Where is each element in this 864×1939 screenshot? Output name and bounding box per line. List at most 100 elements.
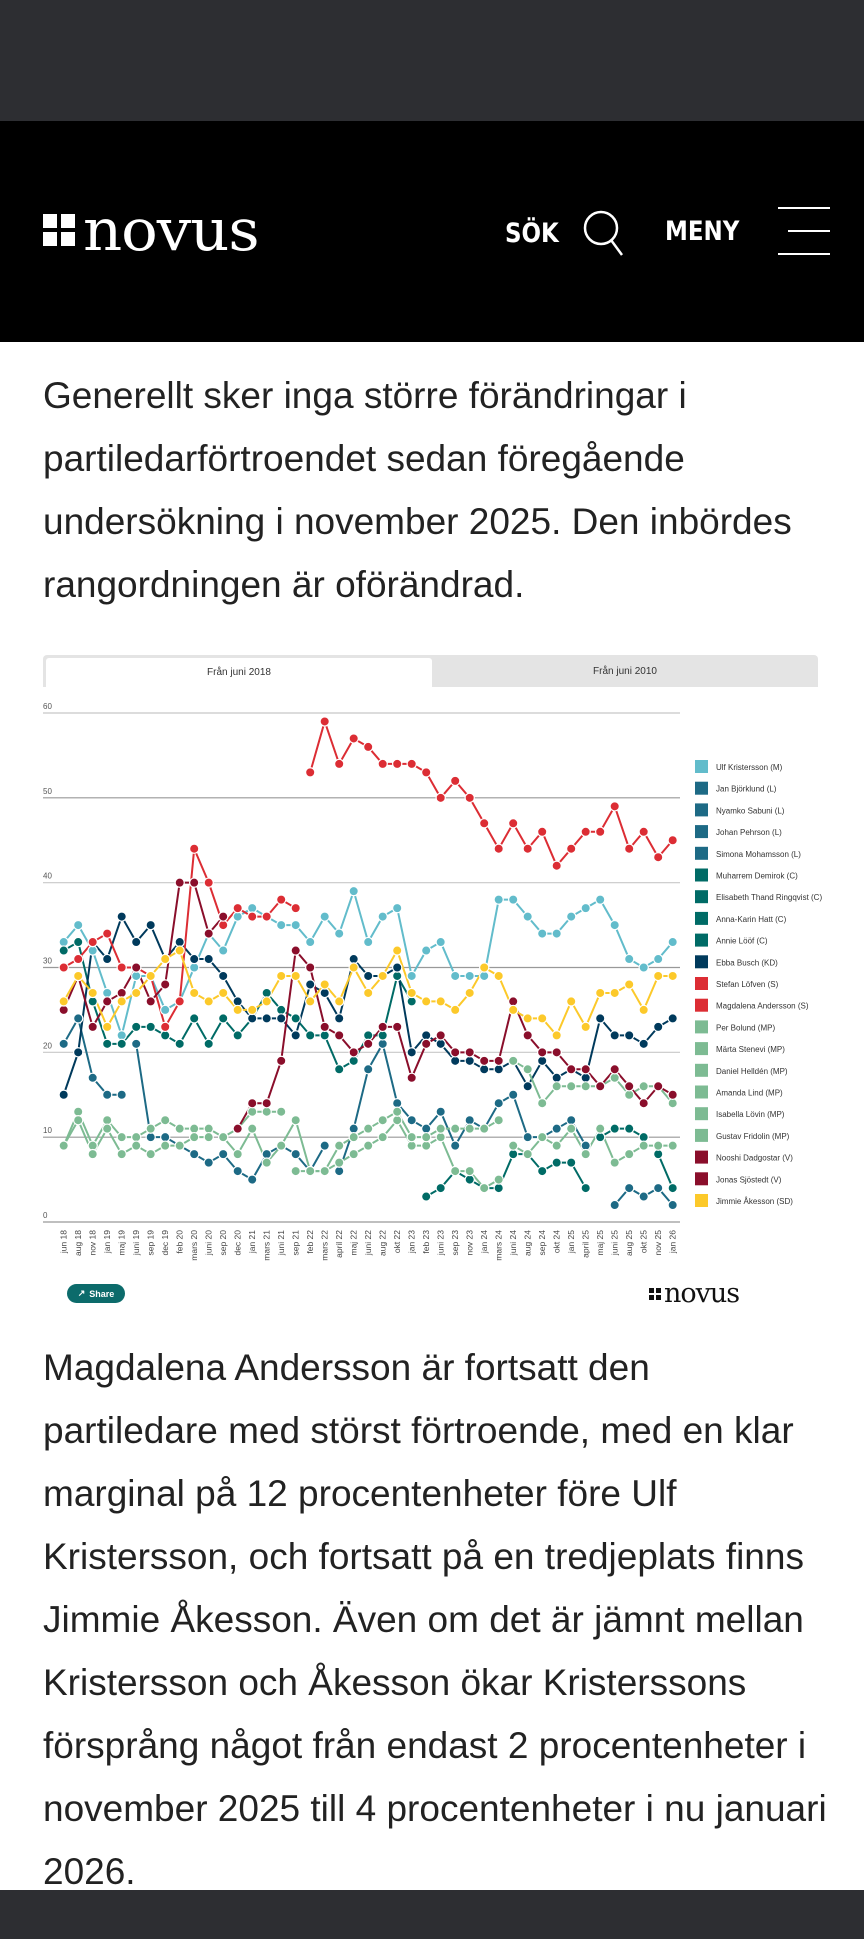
data-point [435, 1182, 446, 1194]
x-tick-label: nov 18 [88, 1230, 98, 1256]
data-point [653, 1182, 664, 1194]
data-point [246, 911, 258, 922]
x-tick-label: juni 19 [131, 1230, 141, 1256]
data-point [217, 970, 229, 982]
data-point [276, 1106, 287, 1117]
y-tick-label: 30 [43, 957, 52, 966]
data-point [188, 1131, 200, 1143]
data-point [116, 1030, 127, 1041]
data-point [609, 919, 620, 931]
x-tick-label: april 22 [334, 1230, 344, 1258]
share-icon: ↗ [77, 1288, 86, 1298]
data-point [188, 953, 200, 965]
legend-swatch [695, 890, 708, 904]
data-point [624, 953, 635, 965]
data-point [508, 1004, 519, 1016]
data-point [261, 987, 272, 999]
legend-swatch [695, 1085, 708, 1099]
data-point [334, 1165, 345, 1177]
data-point [72, 1114, 84, 1126]
legend-label: Anna-Karin Hatt (C) [716, 915, 787, 924]
data-point [580, 1021, 591, 1033]
tab-from-june-2018[interactable]: Från juni 2018 [46, 658, 432, 687]
data-point [72, 1013, 84, 1024]
x-tick-label: juni 21 [276, 1230, 286, 1256]
data-point [130, 987, 142, 999]
data-point [116, 987, 127, 999]
data-point [638, 1191, 649, 1202]
data-point [261, 1106, 272, 1117]
data-point [72, 1047, 84, 1058]
legend-label: Gustav Fridolin (MP) [716, 1132, 790, 1141]
data-point [174, 1140, 185, 1151]
data-point [580, 826, 591, 837]
data-point [145, 1123, 156, 1134]
data-point [305, 936, 316, 948]
data-point [392, 1021, 403, 1033]
search-button[interactable]: SÖK [505, 209, 626, 257]
data-point [624, 1148, 635, 1160]
novus-logo[interactable]: novus [43, 201, 260, 259]
data-point [435, 792, 446, 804]
data-point [464, 1165, 475, 1177]
data-point [363, 1140, 374, 1151]
x-tick-label: juni 24 [508, 1230, 518, 1256]
data-point [609, 1072, 620, 1083]
data-point [624, 1089, 635, 1100]
data-point [116, 996, 127, 1007]
x-tick-label: mars 24 [494, 1230, 504, 1261]
data-point [290, 1165, 301, 1177]
data-point [522, 1148, 533, 1160]
x-tick-label: jan 24 [479, 1230, 489, 1254]
data-point [246, 1004, 258, 1016]
data-point [232, 996, 243, 1007]
data-point [145, 970, 156, 982]
data-point [667, 1199, 678, 1211]
data-point [537, 1047, 548, 1058]
data-point [580, 1072, 591, 1083]
data-point [348, 1131, 359, 1143]
legend-label: Nyamko Sabuni (L) [716, 806, 785, 815]
data-point [595, 1013, 606, 1024]
data-point [580, 902, 591, 914]
data-point [101, 1114, 113, 1126]
data-point [101, 928, 113, 939]
data-point [609, 1123, 620, 1134]
data-point [101, 1021, 113, 1033]
data-point [406, 1047, 417, 1058]
data-point [435, 1123, 446, 1134]
data-point [348, 953, 359, 965]
y-tick-label: 20 [43, 1041, 52, 1050]
data-point [246, 1123, 258, 1134]
data-point [261, 996, 272, 1007]
data-point [319, 979, 330, 990]
x-tick-label: sep 23 [450, 1230, 460, 1256]
legend-label: Elisabeth Thand Ringqvist (C) [716, 893, 822, 902]
tab-from-june-2010[interactable]: Från juni 2010 [593, 665, 657, 677]
data-point [667, 970, 678, 982]
data-point [130, 962, 142, 973]
x-tick-label: okt 25 [639, 1230, 649, 1253]
data-point [174, 877, 185, 888]
share-button[interactable]: ↗ Share [67, 1284, 125, 1303]
data-point [174, 936, 185, 948]
data-point [580, 1081, 591, 1092]
data-point [159, 1140, 171, 1151]
menu-button[interactable]: MENY [665, 207, 831, 255]
data-point [363, 1064, 374, 1075]
data-point [363, 1030, 374, 1041]
legend-swatch [695, 998, 708, 1012]
data-point [435, 936, 446, 948]
legend-label: Muharrem Demirok (C) [716, 872, 798, 881]
data-point [159, 1030, 171, 1041]
data-point [537, 1013, 548, 1024]
data-point [116, 1038, 127, 1050]
legend-swatch [695, 1063, 708, 1077]
data-point [290, 970, 301, 982]
legend-label: Annie Lööf (C) [716, 937, 768, 946]
data-point [653, 970, 664, 982]
data-point [522, 1013, 533, 1024]
data-point [290, 945, 301, 956]
data-point [450, 1140, 461, 1151]
data-point [276, 1004, 287, 1016]
